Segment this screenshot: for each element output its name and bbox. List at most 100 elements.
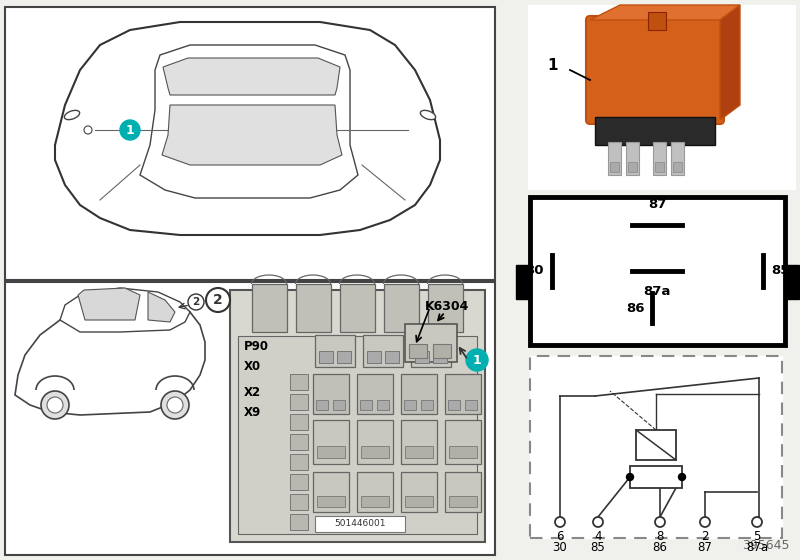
Bar: [377, 400, 389, 410]
Bar: [316, 400, 328, 410]
Polygon shape: [140, 45, 358, 198]
Bar: [530, 356, 782, 538]
Bar: [317, 446, 345, 458]
Text: 1: 1: [473, 353, 482, 366]
Bar: [445, 374, 481, 414]
Polygon shape: [162, 105, 342, 165]
Text: 2: 2: [192, 297, 200, 307]
Text: 2: 2: [213, 293, 223, 307]
Text: X9: X9: [244, 405, 262, 418]
Bar: [433, 344, 451, 358]
Polygon shape: [15, 298, 205, 415]
Circle shape: [678, 474, 686, 480]
Bar: [363, 335, 403, 367]
Text: 1: 1: [548, 58, 558, 72]
Bar: [636, 430, 676, 460]
Text: X2: X2: [244, 385, 261, 399]
Bar: [630, 466, 682, 488]
Circle shape: [161, 391, 189, 419]
Text: 1: 1: [126, 124, 134, 137]
Ellipse shape: [420, 110, 436, 120]
Circle shape: [206, 288, 230, 312]
Bar: [401, 472, 437, 512]
Bar: [290, 494, 308, 510]
Bar: [319, 351, 333, 363]
Bar: [230, 290, 485, 542]
Bar: [449, 446, 477, 458]
Ellipse shape: [64, 110, 80, 120]
Circle shape: [466, 349, 488, 371]
Bar: [5, 282, 495, 555]
Bar: [315, 516, 405, 532]
Text: 30: 30: [526, 264, 544, 278]
Polygon shape: [60, 288, 190, 332]
Polygon shape: [148, 292, 175, 322]
Text: 87a: 87a: [746, 541, 768, 554]
Bar: [648, 12, 666, 30]
Bar: [421, 400, 433, 410]
Bar: [595, 117, 715, 145]
Bar: [445, 420, 481, 464]
Text: K6304: K6304: [425, 300, 470, 313]
Circle shape: [626, 474, 634, 480]
Polygon shape: [590, 5, 740, 20]
Bar: [415, 351, 429, 363]
Bar: [409, 344, 427, 358]
Bar: [610, 162, 619, 172]
Bar: [785, 265, 799, 299]
Bar: [530, 197, 785, 345]
Text: 86: 86: [626, 301, 645, 315]
Bar: [465, 400, 477, 410]
Bar: [401, 374, 437, 414]
Circle shape: [167, 397, 183, 413]
Bar: [385, 351, 399, 363]
FancyBboxPatch shape: [586, 16, 724, 124]
Text: 8: 8: [656, 530, 664, 543]
Bar: [608, 142, 621, 175]
Text: 2: 2: [702, 530, 709, 543]
Bar: [445, 472, 481, 512]
Bar: [313, 420, 349, 464]
Bar: [357, 374, 393, 414]
Bar: [449, 496, 477, 507]
Bar: [252, 284, 287, 332]
Text: 87: 87: [648, 198, 666, 211]
Bar: [530, 356, 782, 538]
Bar: [361, 496, 389, 507]
Circle shape: [47, 397, 63, 413]
Text: 87: 87: [698, 541, 713, 554]
Bar: [405, 324, 457, 362]
Bar: [361, 446, 389, 458]
Bar: [290, 514, 308, 530]
Polygon shape: [163, 58, 340, 95]
Bar: [653, 142, 666, 175]
Bar: [313, 374, 349, 414]
Bar: [357, 420, 393, 464]
Circle shape: [120, 120, 140, 140]
Polygon shape: [720, 5, 740, 120]
Circle shape: [84, 126, 92, 134]
Text: 86: 86: [653, 541, 667, 554]
Bar: [290, 474, 308, 490]
Text: 87a: 87a: [643, 285, 670, 298]
Bar: [296, 284, 331, 332]
Bar: [405, 496, 433, 507]
Text: 395645: 395645: [742, 539, 790, 552]
Bar: [405, 446, 433, 458]
Bar: [340, 284, 375, 332]
Text: X0: X0: [244, 361, 261, 374]
Bar: [238, 336, 477, 534]
Bar: [411, 335, 451, 367]
Bar: [315, 335, 355, 367]
Polygon shape: [78, 288, 140, 320]
Bar: [290, 374, 308, 390]
Bar: [428, 284, 463, 332]
Bar: [433, 351, 447, 363]
Circle shape: [593, 517, 603, 527]
Bar: [404, 400, 416, 410]
Bar: [448, 400, 460, 410]
Text: 85: 85: [771, 264, 790, 278]
Circle shape: [41, 391, 69, 419]
Bar: [628, 162, 637, 172]
Bar: [290, 394, 308, 410]
